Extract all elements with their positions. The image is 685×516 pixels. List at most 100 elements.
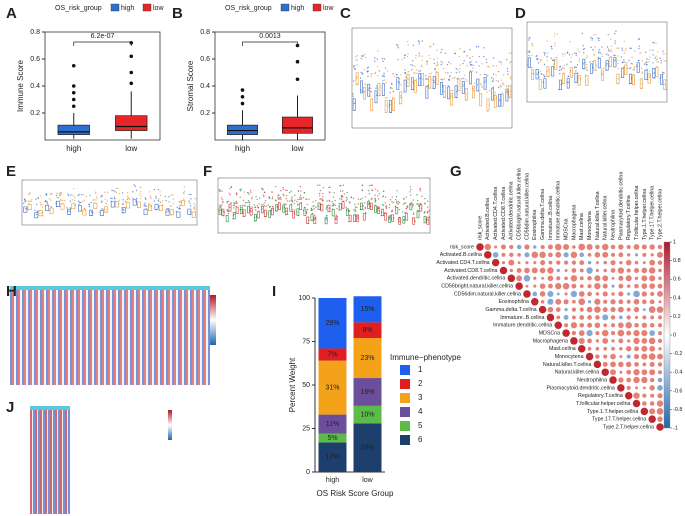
deco-dot [401,58,403,61]
outlier [71,104,76,109]
deco-dot [478,79,481,81]
legend-swatch [312,3,322,12]
deco-dot [412,199,414,201]
outlier [240,88,245,92]
deco-dot [462,62,464,65]
deco-box [616,73,620,84]
deco-dot [400,84,402,86]
deco-dot [410,194,412,196]
corr-cell [642,362,647,367]
deco-dot [633,67,636,69]
deco-dot [412,212,415,214]
deco-dot [456,69,459,71]
heatmap-h [10,290,210,385]
deco-dot [315,206,317,208]
corr-cell [484,243,492,251]
deco-dot [451,89,454,91]
deco-dot [532,45,534,47]
deco-dot [411,64,414,67]
deco-dot [569,41,572,43]
panel-letter: D [515,5,526,22]
deco-box [317,202,321,210]
deco-dot [481,86,483,88]
deco-dot [342,195,344,198]
deco-dot [404,69,406,71]
deco-dot [306,203,308,206]
deco-dot [506,70,509,72]
corr-cell [641,244,647,250]
deco-dot [83,199,85,202]
deco-dot [601,46,603,48]
deco-dot [397,203,399,205]
deco-dot [226,200,228,203]
deco-dot [343,193,346,195]
corr-cell [515,282,523,290]
corr-cell [650,393,655,398]
corr-cell [658,276,662,281]
value-label: 17% [325,454,339,461]
deco-box [409,202,413,211]
deco-dot [471,55,474,58]
deco-dot [45,199,47,202]
deco-dot [396,200,398,202]
deco-dot [440,61,443,63]
deco-dot [81,201,84,203]
deco-dot [384,196,387,198]
y-tick-label: 75 [302,338,310,345]
bar-segment [318,348,347,361]
corr-cell [618,275,624,281]
deco-dot [85,195,87,198]
deco-dot [430,72,432,75]
legend-label: 5 [418,421,423,430]
legend-title: OS_risk_group [55,5,102,12]
deco-dot [72,194,74,197]
deco-dot [235,202,237,204]
row-label: Plasmacytoid.dendritic.cellna [547,385,615,391]
deco-dot [313,208,315,210]
deco-dot [219,189,222,192]
corr-cell [572,245,576,249]
deco-dot [282,193,285,196]
column-label: Regulatory.T.cellna [626,195,632,240]
deco-dot [617,67,620,70]
corr-cell [525,261,529,265]
deco-dot [374,194,376,196]
deco-dot [564,53,566,55]
corr-cell [603,354,608,359]
deco-dot [378,192,381,195]
deco-dot [326,200,328,202]
corr-cell [587,346,592,351]
deco-dot [631,56,633,59]
y-tick-label: 0.4 [200,83,210,90]
corr-cell [650,291,655,296]
deco-dot [95,199,97,201]
heatmap-h-legend [210,295,216,345]
deco-dot [285,189,287,191]
corr-cell [619,370,623,374]
corr-cell [625,259,632,266]
deco-dot [396,202,398,205]
deco-box [367,201,370,209]
deco-dot [421,40,423,42]
deco-dot [550,57,553,59]
deco-dot [268,197,271,200]
deco-dot [392,91,395,93]
deco-dot [598,37,600,40]
corr-cell [571,260,577,265]
corr-cell [476,243,484,251]
deco-dot [410,189,412,191]
deco-dot [227,212,230,215]
corr-cell [642,386,646,390]
deco-dot [392,201,394,204]
x-tick-label: high [235,144,250,153]
corr-cell [649,275,656,282]
corr-cell [595,354,600,359]
deco-dot [478,65,480,67]
corr-cell [633,329,640,337]
deco-dot [161,200,164,202]
deco-dot [264,200,267,202]
deco-dot [458,67,461,70]
deco-dot [24,200,27,202]
y-tick-label: 100 [298,295,310,302]
